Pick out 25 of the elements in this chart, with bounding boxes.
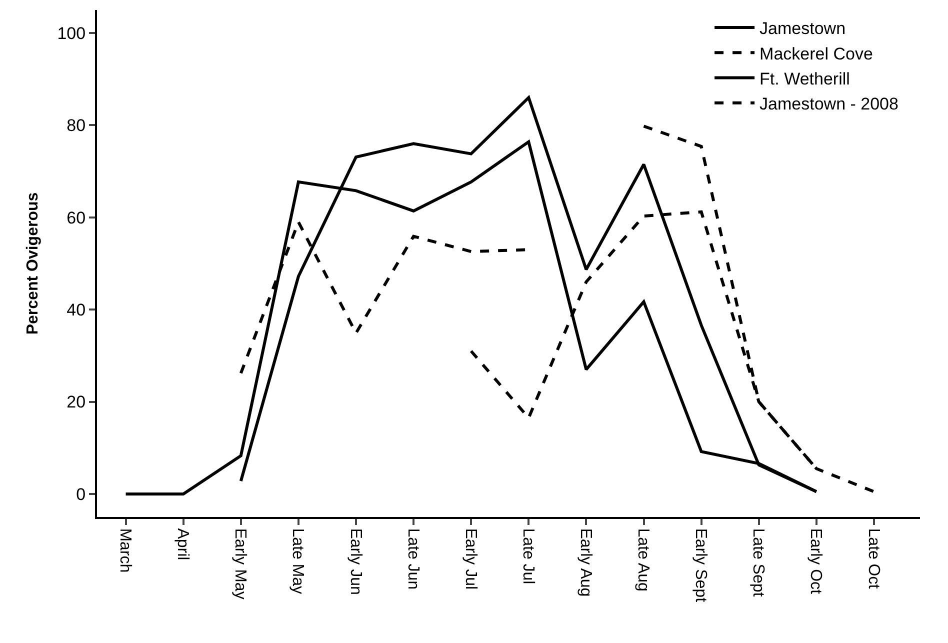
x-tick-label: Early Oct	[807, 528, 824, 595]
y-tick-label: 60	[66, 208, 86, 228]
x-tick-label: April	[174, 528, 192, 560]
x-tick-label: Early Sept	[692, 528, 710, 603]
y-axis-title: Percent Ovigerous	[24, 192, 42, 335]
x-tick-label: Early May	[232, 528, 249, 600]
y-tick-label: 20	[66, 392, 86, 412]
x-tick-label: Late Jun	[404, 528, 422, 590]
x-tick-label: Late Oct	[864, 528, 882, 590]
x-tick-label: Early Jun	[346, 528, 364, 595]
x-tick-label: March	[116, 528, 134, 573]
y-tick-label: 100	[57, 24, 86, 43]
x-tick-label: Late Aug	[634, 528, 652, 592]
y-tick-label: 80	[66, 116, 86, 136]
x-tick-label: Late Jul	[519, 528, 536, 584]
x-tick-label: Late Sept	[750, 528, 767, 598]
y-tick-label: 0	[76, 484, 86, 504]
legend-label: Jamestown	[760, 19, 846, 38]
x-tick-label: Early Aug	[577, 528, 594, 597]
y-tick-label: 40	[66, 300, 86, 320]
legend-label: Mackerel Cove	[760, 44, 873, 64]
legend-label: Jamestown - 2008	[760, 94, 898, 114]
x-tick-label: Late May	[289, 528, 306, 594]
legend-label: Ft. Wetherill	[760, 69, 850, 88]
x-tick-label: Early Jul	[462, 528, 479, 590]
